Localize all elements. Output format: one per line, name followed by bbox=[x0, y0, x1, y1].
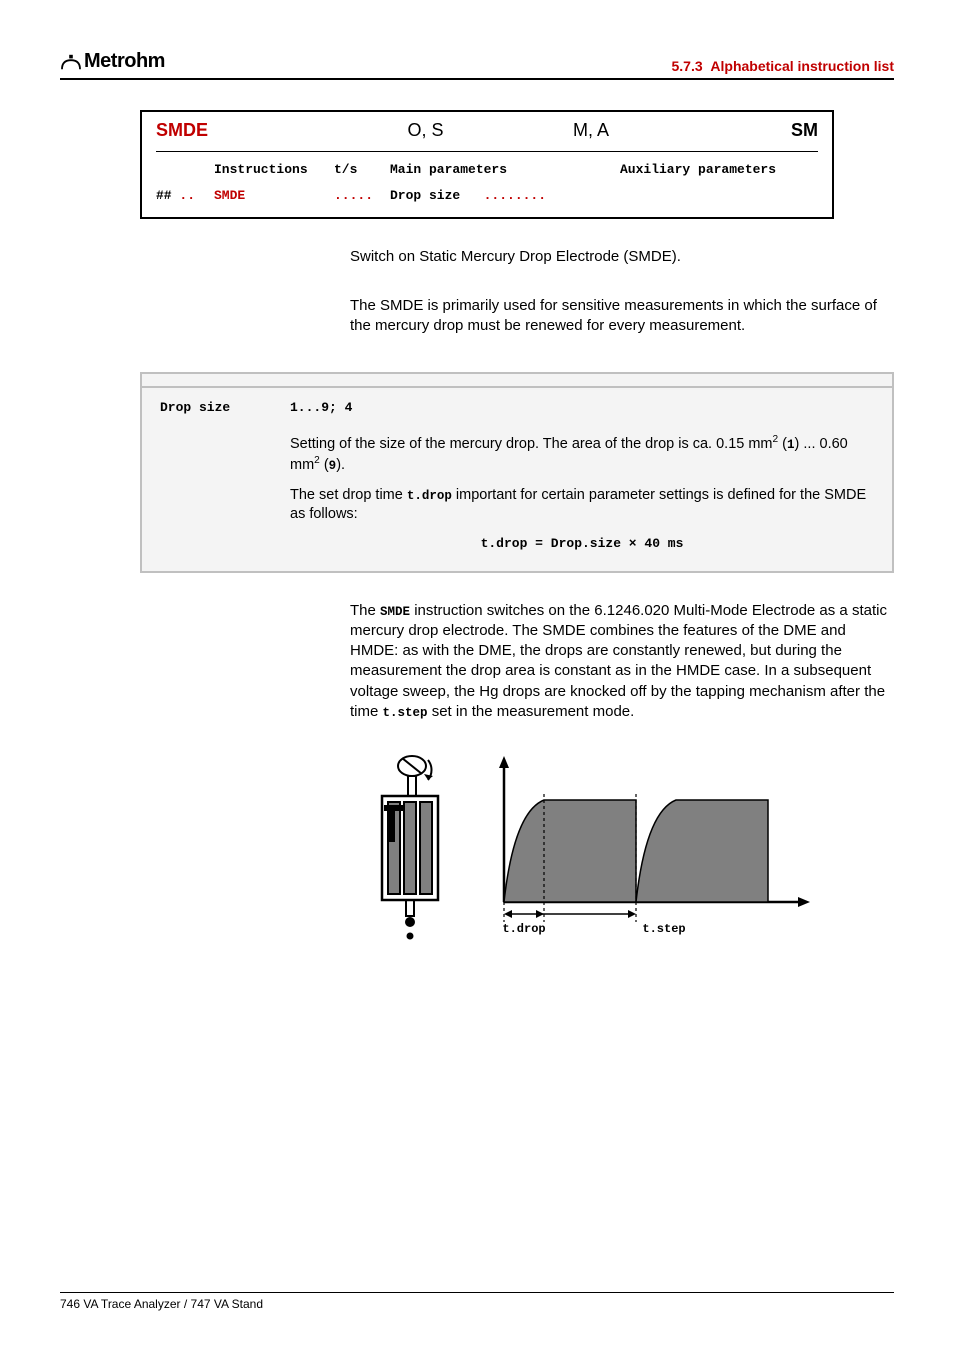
col-ts: t/s bbox=[334, 162, 390, 177]
instruction-head: SMDE O, S M, A SM bbox=[142, 112, 832, 151]
formula: t.drop = Drop.size × 40 ms bbox=[290, 535, 874, 553]
table-row: ## .. SMDE ..... Drop size ........ bbox=[156, 188, 818, 203]
instruction-table: Instructions t/s Main parameters Auxilia… bbox=[142, 152, 832, 218]
instr-os: O, S bbox=[408, 120, 574, 141]
after-box-para: The SMDE instruction switches on the 6.1… bbox=[350, 601, 894, 723]
col-instructions: Instructions bbox=[214, 162, 334, 177]
param-desc: Setting of the size of the mercury drop.… bbox=[290, 433, 874, 552]
instr-ma: M, A bbox=[573, 120, 791, 141]
instruction-box: SMDE O, S M, A SM Instructions t/s Main … bbox=[140, 110, 834, 220]
row-instr: SMDE bbox=[214, 188, 334, 203]
param-desc-1: Setting of the size of the mercury drop.… bbox=[290, 433, 874, 476]
table-head-dashes: ____________ _____ ___________________ _… bbox=[156, 177, 818, 185]
intro-2: The SMDE is primarily used for sensitive… bbox=[350, 296, 894, 337]
instr-name: SMDE bbox=[156, 120, 408, 141]
brand-logo: Metrohm bbox=[60, 50, 165, 73]
param-val: 1...9; 4 bbox=[290, 400, 352, 415]
label-tdrop: t.drop bbox=[502, 922, 545, 936]
waveform-chart: t.drop t.step bbox=[484, 752, 824, 942]
col-aux: Auxiliary parameters bbox=[620, 162, 818, 177]
row-ts: ..... bbox=[334, 188, 390, 203]
section-title: 5.7.3 Alphabetical instruction list bbox=[671, 58, 894, 74]
row-num: ## .. bbox=[156, 188, 214, 203]
intro-1: Switch on Static Mercury Drop Electrode … bbox=[350, 247, 894, 267]
instr-sm: SM bbox=[791, 120, 818, 141]
electrode-icon bbox=[350, 752, 460, 942]
table-head: Instructions t/s Main parameters Auxilia… bbox=[156, 162, 818, 177]
parameter-box: Drop size 1...9; 4 Setting of the size o… bbox=[140, 372, 894, 572]
footer-text: 746 VA Trace Analyzer / 747 VA Stand bbox=[60, 1297, 263, 1311]
param-desc-2: The set drop time t.drop important for c… bbox=[290, 486, 874, 525]
row-main: Drop size ........ bbox=[390, 188, 620, 203]
label-tstep: t.step bbox=[642, 922, 685, 936]
col-main: Main parameters bbox=[390, 162, 620, 177]
param-content: Drop size 1...9; 4 Setting of the size o… bbox=[142, 388, 892, 570]
param-key: Drop size bbox=[160, 400, 290, 415]
param-row: Drop size 1...9; 4 bbox=[160, 400, 874, 415]
page-header: Metrohm 5.7.3 Alphabetical instruction l… bbox=[60, 50, 894, 80]
brand-text: Metrohm bbox=[84, 50, 165, 73]
metrohm-icon bbox=[60, 53, 82, 71]
diagram: t.drop t.step bbox=[350, 752, 894, 942]
param-title-bar bbox=[142, 374, 892, 388]
page-footer: 746 VA Trace Analyzer / 747 VA Stand bbox=[60, 1292, 894, 1311]
